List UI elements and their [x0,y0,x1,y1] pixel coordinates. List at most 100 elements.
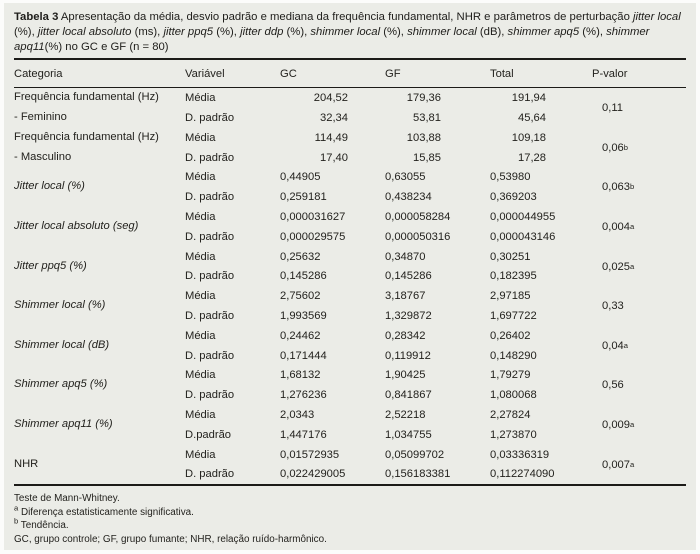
value-cell-gc: 1,447176 [280,428,327,441]
category-label: Shimmer apq11 (%) [14,418,113,431]
category-label: Shimmer local (%) [14,299,106,312]
table-row: Média 1,68132 1,90425 1,79279 [185,366,590,386]
value-cell-gf: 0,05099702 [385,448,445,461]
variable-label: Média [185,369,216,382]
p-value: 0,004 [602,220,630,233]
caption-text: (%), [380,25,408,38]
value-rows: Média 0,01572935 0,05099702 0,03336319 D… [185,445,590,485]
value-cell-total: 1,273870 [490,428,537,441]
p-value-cell: 0,025 a [602,260,635,273]
category-cell: Shimmer local (%) [14,286,185,326]
column-header-gc: GC [280,67,297,80]
caption-text: (%), [213,25,241,38]
value-cell-total: 0,26402 [490,329,531,342]
value-cell-total: 1,697722 [490,310,537,323]
value-cell-gc: 0,44905 [280,171,321,184]
value-cell-gc: 32,34 [320,112,348,125]
variable-label: Média [185,448,216,461]
table-row: Média 0,44905 0,63055 0,53980 [185,168,590,188]
table-row-group: Jitter ppq5 (%) Média 0,25632 0,34870 0,… [14,247,686,287]
variable-label: Média [185,171,216,184]
value-rows: Média 114,49 103,88 109,18 D. padrão 17,… [185,128,590,168]
value-cell-total: 0,53980 [490,171,531,184]
table-row: Média 0,000031627 0,000058284 0,00004495… [185,207,590,227]
p-value: 0,04 [602,339,624,352]
category-label-line2: - Feminino [14,111,67,124]
value-cell-total: 2,27824 [490,409,531,422]
value-cell-total: 1,080068 [490,389,537,402]
value-cell-gf: 1,90425 [385,369,426,382]
value-rows: Média 0,24462 0,28342 0,26402 D. padrão … [185,326,590,366]
value-cell-gc: 0,25632 [280,250,321,263]
category-label: NHR [14,457,39,470]
value-rows: Média 0,44905 0,63055 0,53980 D. padrão … [185,168,590,208]
value-cell-gf: 15,85 [413,151,441,164]
p-value: 0,007 [602,458,630,471]
value-cell-total: 2,97185 [490,290,531,303]
value-cell-gc: 0,24462 [280,329,321,342]
value-cell-gf: 53,81 [413,112,441,125]
caption-text: (dB), [476,25,508,38]
table-row: Média 2,75602 3,18767 2,97185 [185,286,590,306]
value-cell-gf: 0,438234 [385,191,432,204]
footnote-a-superscript: a [14,503,19,513]
variable-label: Média [185,409,216,422]
value-cell-gc: 1,276236 [280,389,327,402]
category-label-line2: - Masculino [14,150,72,163]
value-cell-gc: 0,000031627 [280,211,346,224]
value-cell-total: 0,000043146 [490,230,556,243]
variable-label: Média [185,329,216,342]
footnote-abbreviations: GC, grupo controle; GF, grupo fumante; N… [14,533,327,545]
caption-term: jitter ppq5 [163,25,214,38]
table-row: D. padrão 0,259181 0,438234 0,369203 [185,187,590,207]
value-cell-gf: 0,63055 [385,171,426,184]
caption-table-number: Tabela 3 [14,11,59,23]
value-cell-total: 0,369203 [490,191,537,204]
value-rows: Média 204,52 179,36 191,94 D. padrão 32,… [185,88,590,128]
value-cell-total: 0,000044955 [490,211,556,224]
value-cell-gf: 0,28342 [385,329,426,342]
p-value-cell: 0,04 a [602,339,629,352]
table-row-group: Frequência fundamental (Hz) - Feminino M… [14,88,686,128]
value-cell-gc: 204,52 [313,92,348,105]
value-rows: Média 2,75602 3,18767 2,97185 D. padrão … [185,286,590,326]
value-cell-gf: 0,145286 [385,270,432,283]
p-value: 0,06 [602,141,624,154]
value-cell-gc: 0,022429005 [280,468,346,481]
value-cell-total: 17,28 [518,151,546,164]
value-cell-gf: 1,034755 [385,428,432,441]
caption-term: shimmer local [407,25,477,38]
variable-label: D. padrão [185,191,235,204]
variable-label: Média [185,250,216,263]
table-body: Frequência fundamental (Hz) - Feminino M… [14,88,686,484]
value-rows: Média 0,25632 0,34870 0,30251 D. padrão … [185,247,590,287]
caption-text: (%), [283,25,311,38]
p-value-cell: 0,06 b [602,141,629,154]
table-row-group: Jitter local (%) Média 0,44905 0,63055 0… [14,168,686,208]
p-value: 0,009 [602,418,630,431]
value-cell-gf: 0,000058284 [385,211,451,224]
p-value-cell: 0,007 a [602,458,635,471]
variable-label: D. padrão [185,349,235,362]
table-row-group: Shimmer local (dB) Média 0,24462 0,28342… [14,326,686,366]
footnote-test: Teste de Mann-Whitney. [14,493,120,505]
category-cell: Frequência fundamental (Hz) - Feminino [14,88,185,128]
variable-label: D. padrão [185,112,235,125]
value-rows: Média 1,68132 1,90425 1,79279 D. padrão … [185,366,590,406]
table-row-group: Shimmer local (%) Média 2,75602 3,18767 … [14,286,686,326]
value-cell-gf: 0,119912 [385,349,431,362]
table-row-group: Shimmer apq5 (%) Média 1,68132 1,90425 1… [14,366,686,406]
category-cell: Frequência fundamental (Hz) - Masculino [14,128,185,168]
value-cell-gf: 0,841867 [385,389,432,402]
value-cell-gc: 1,993569 [280,310,327,323]
table-row: D. padrão 0,145286 0,145286 0,182395 [185,267,590,287]
divider-bottom [14,484,686,487]
footnote-a-text: Diferença estatisticamente significativa… [18,506,194,518]
value-cell-gf: 2,52218 [385,409,426,422]
variable-label: D.padrão [185,428,232,441]
variable-label: D. padrão [185,389,235,402]
table-row: Média 114,49 103,88 109,18 [185,128,590,148]
value-cell-gc: 2,75602 [280,290,321,303]
table-row-group: Shimmer apq11 (%) Média 2,0343 2,52218 2… [14,405,686,445]
table-row: Média 0,01572935 0,05099702 0,03336319 [185,445,590,465]
